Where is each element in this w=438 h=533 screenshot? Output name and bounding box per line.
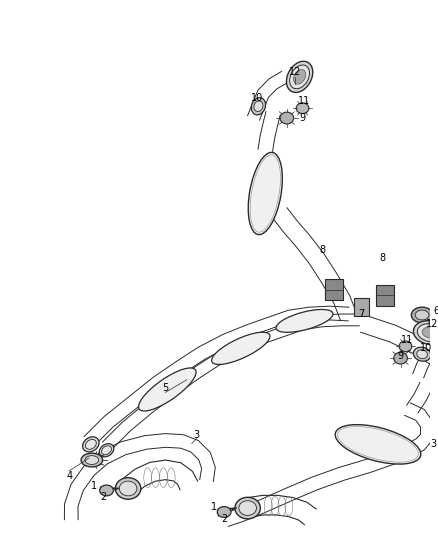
Ellipse shape: [296, 103, 309, 114]
Ellipse shape: [394, 352, 407, 364]
Text: 8: 8: [319, 245, 325, 255]
Text: 11: 11: [401, 335, 413, 345]
Ellipse shape: [286, 61, 313, 92]
Ellipse shape: [254, 101, 263, 111]
Text: 3: 3: [194, 430, 200, 440]
Text: 3: 3: [431, 439, 437, 449]
Ellipse shape: [413, 347, 431, 361]
Ellipse shape: [83, 437, 99, 452]
Ellipse shape: [411, 307, 433, 323]
Ellipse shape: [239, 500, 257, 515]
Text: 8: 8: [380, 253, 386, 263]
Ellipse shape: [399, 341, 412, 352]
Ellipse shape: [115, 478, 141, 499]
Ellipse shape: [119, 481, 137, 496]
Text: 2: 2: [221, 514, 227, 524]
Ellipse shape: [85, 439, 96, 449]
Ellipse shape: [290, 65, 310, 89]
Ellipse shape: [138, 368, 196, 411]
Ellipse shape: [217, 506, 231, 518]
Ellipse shape: [276, 310, 333, 332]
Text: 1: 1: [91, 481, 97, 490]
Bar: [325, 279, 343, 300]
Ellipse shape: [102, 446, 112, 455]
Ellipse shape: [335, 425, 421, 464]
Ellipse shape: [85, 456, 99, 464]
Ellipse shape: [293, 70, 306, 84]
Text: 12: 12: [426, 319, 438, 329]
Ellipse shape: [280, 112, 294, 124]
Text: 12: 12: [289, 67, 301, 77]
Text: 4: 4: [66, 471, 72, 481]
Ellipse shape: [422, 327, 438, 338]
Text: 5: 5: [162, 383, 169, 392]
Text: 10: 10: [251, 93, 264, 103]
Text: 1: 1: [211, 502, 217, 512]
Ellipse shape: [417, 350, 427, 359]
Text: 9: 9: [300, 113, 306, 123]
Text: 2: 2: [100, 492, 107, 502]
Ellipse shape: [100, 485, 113, 496]
Ellipse shape: [417, 324, 438, 342]
Ellipse shape: [415, 310, 429, 320]
Text: 10: 10: [420, 343, 432, 353]
Ellipse shape: [248, 152, 283, 235]
Text: 7: 7: [358, 309, 364, 319]
Text: 11: 11: [298, 96, 311, 107]
Ellipse shape: [413, 321, 438, 345]
Ellipse shape: [235, 497, 261, 519]
Bar: [353, 298, 369, 316]
Ellipse shape: [251, 98, 265, 115]
Bar: [376, 285, 394, 306]
Text: 6: 6: [434, 306, 438, 316]
Ellipse shape: [81, 453, 102, 467]
Ellipse shape: [212, 332, 270, 365]
Ellipse shape: [99, 443, 114, 457]
Text: 9: 9: [397, 351, 403, 361]
